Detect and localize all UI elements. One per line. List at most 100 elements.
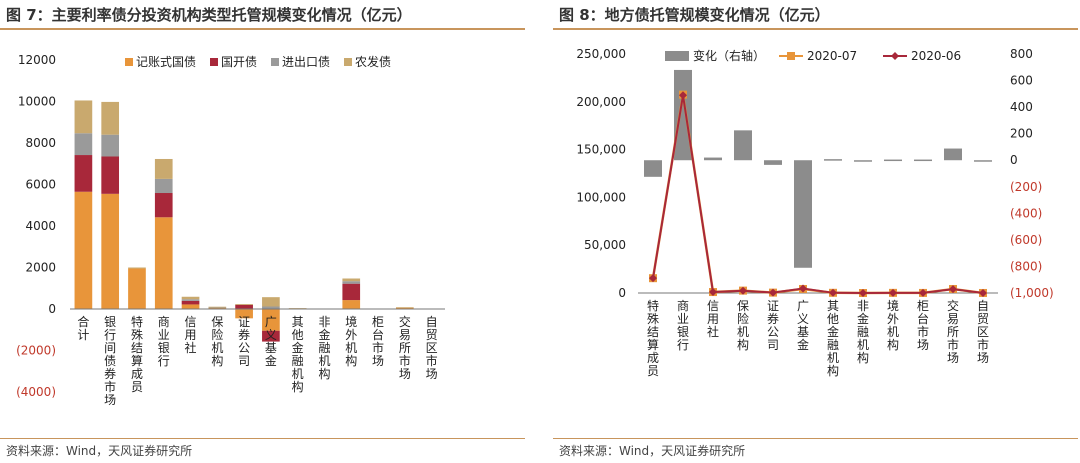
svg-text:司: 司: [767, 338, 779, 352]
svg-text:特: 特: [647, 298, 659, 313]
svg-text:区: 区: [977, 325, 989, 339]
legend-marker: [787, 52, 795, 60]
svg-text:金: 金: [318, 327, 330, 342]
svg-text:合: 合: [77, 314, 89, 329]
right-y-tick-label: 200: [1010, 127, 1033, 141]
bar-segment-4: [235, 304, 253, 305]
svg-text:构: 构: [292, 379, 304, 394]
svg-text:场: 场: [104, 393, 116, 407]
svg-text:机: 机: [318, 354, 330, 368]
svg-text:市: 市: [917, 324, 929, 339]
bar-segment-1: [208, 307, 227, 309]
line-point-2020-06: [679, 91, 687, 100]
line-point-2020-06: [919, 288, 927, 297]
right-y-tick-label: 400: [1010, 100, 1033, 114]
change-bar: [794, 160, 812, 268]
legend-label: 农发债: [355, 54, 391, 69]
legend-label: 进出口债: [282, 55, 330, 69]
svg-text:广: 广: [265, 315, 277, 329]
svg-text:外: 外: [345, 328, 357, 342]
change-bar: [974, 160, 992, 162]
svg-text:构: 构: [827, 363, 839, 378]
svg-text:金: 金: [292, 340, 304, 355]
svg-text:基: 基: [265, 341, 277, 355]
svg-text:市: 市: [977, 337, 989, 352]
svg-text:商: 商: [677, 298, 689, 313]
y-tick-label: 6000: [25, 178, 56, 192]
change-bar: [824, 159, 842, 161]
svg-text:社: 社: [707, 324, 719, 339]
svg-text:间: 间: [104, 341, 116, 355]
bar-segment-3: [208, 307, 227, 309]
bar-segment-4: [395, 307, 414, 308]
legend-label: 2020-07: [807, 49, 857, 63]
svg-text:特: 特: [131, 314, 143, 329]
svg-text:构: 构: [887, 337, 899, 352]
svg-text:构: 构: [345, 353, 357, 368]
right-y-tick-label: (200): [1010, 180, 1042, 194]
svg-text:交: 交: [399, 314, 411, 329]
category-label: 信用社: [707, 299, 719, 339]
svg-text:台: 台: [372, 327, 384, 342]
bar-segment-4: [288, 308, 307, 309]
right-y-tick-label: (400): [1010, 206, 1042, 220]
svg-text:用: 用: [707, 312, 719, 326]
left-y-tick-label: 200,000: [576, 95, 626, 109]
svg-text:台: 台: [917, 311, 929, 326]
legend-label: 2020-06: [911, 49, 961, 63]
svg-text:基: 基: [797, 325, 809, 339]
change-bar: [914, 159, 932, 162]
svg-text:境: 境: [887, 298, 899, 313]
svg-text:银: 银: [104, 315, 116, 329]
legend-label: 变化（右轴）: [693, 48, 765, 63]
bar-segment-2: [235, 304, 253, 309]
change-bar: [764, 160, 782, 165]
svg-text:行: 行: [158, 354, 170, 368]
svg-text:机: 机: [345, 341, 357, 355]
svg-text:业: 业: [158, 328, 170, 342]
bar-segment-4: [208, 306, 227, 308]
svg-text:金: 金: [827, 324, 839, 339]
bar-segment-1: [74, 191, 93, 309]
svg-text:机: 机: [211, 341, 223, 355]
change-bar: [734, 130, 752, 161]
svg-text:殊: 殊: [647, 311, 659, 326]
bar-segment-1: [235, 309, 253, 319]
bar-segment-2: [101, 156, 120, 194]
line-point-2020-06: [829, 288, 837, 297]
svg-text:场: 场: [399, 367, 411, 381]
line-point-2020-06: [649, 274, 657, 283]
svg-text:场: 场: [947, 351, 959, 365]
bar-segment-2: [342, 283, 361, 301]
right-combo-chart: 250,000 200,000 150,000 100,000 50,000 0 800 60…: [576, 47, 1053, 378]
right-y-tick-label: 800: [1010, 47, 1033, 61]
right-y-tick-label: (600): [1010, 233, 1042, 247]
line-point-2020-06: [889, 288, 897, 297]
left-y-tick-label: 50,000: [584, 238, 626, 252]
y-tick-label: 4000: [25, 219, 56, 233]
svg-text:场: 场: [917, 338, 929, 352]
svg-text:柜: 柜: [372, 315, 384, 329]
svg-text:险: 险: [737, 311, 749, 326]
svg-text:融: 融: [827, 338, 839, 352]
y-tick-label: 2000: [25, 261, 56, 275]
right-y-tick-label: 600: [1010, 74, 1033, 88]
bar-segment-4: [101, 101, 120, 135]
svg-text:业: 业: [677, 312, 689, 326]
svg-text:证: 证: [767, 299, 779, 313]
svg-text:市: 市: [372, 340, 384, 355]
svg-text:券: 券: [238, 327, 250, 342]
svg-text:构: 构: [211, 353, 223, 368]
line-series-2020-07: [651, 94, 984, 295]
change-bar: [854, 160, 872, 162]
